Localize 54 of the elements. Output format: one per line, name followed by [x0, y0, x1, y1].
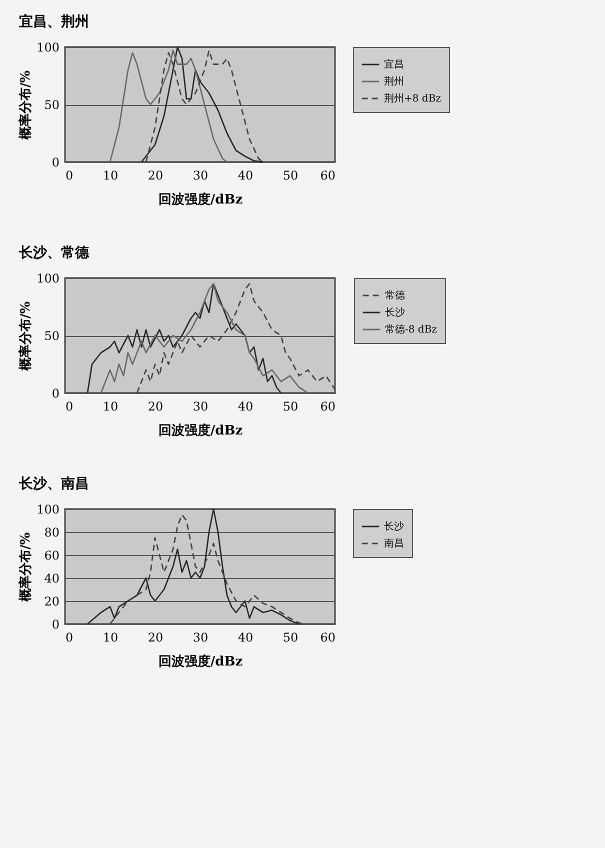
y-tick-label: 0 [52, 386, 60, 400]
chart-title: 长沙、南昌 [18, 476, 90, 492]
line-series [86, 508, 300, 625]
line-series [100, 283, 309, 394]
x-axis-title: 回波强度/dBz [158, 192, 243, 208]
chart-title: 长沙、常德 [18, 245, 90, 261]
x-tick-label: 10 [102, 168, 118, 182]
legend-label: 常德-8 dBz [385, 324, 437, 336]
x-tick-label: 0 [66, 400, 74, 414]
x-tick-label: 50 [282, 168, 298, 182]
x-tick-label: 40 [238, 400, 254, 414]
y-tick-label: 100 [36, 272, 60, 286]
y-tick-label: 100 [36, 502, 60, 516]
x-axis-title: 回波强度/dBz [158, 422, 243, 438]
y-tick-label: 0 [52, 618, 60, 632]
legend-label: 宜昌 [384, 58, 404, 70]
x-tick-label: 30 [192, 168, 208, 182]
legend-label: 长沙 [385, 306, 405, 318]
y-tick-label: 80 [44, 526, 60, 540]
x-tick-label: 10 [102, 400, 118, 414]
y-axis-title: 概率分布/% [18, 300, 34, 372]
x-tick-label: 0 [66, 630, 74, 644]
x-tick-label: 40 [238, 168, 254, 182]
chart-title: 宜昌、荆州 [19, 13, 90, 30]
x-tick-label: 50 [282, 630, 298, 644]
x-tick-label: 60 [320, 168, 336, 182]
y-tick-label: 60 [44, 548, 60, 562]
legend-label: 常德 [385, 290, 405, 302]
line-series [86, 283, 282, 394]
line-series [109, 50, 228, 163]
x-tick-label: 60 [320, 630, 336, 644]
x-tick-label: 0 [66, 168, 74, 182]
x-tick-label: 30 [192, 630, 208, 644]
y-axis-title: 概率分布/% [18, 532, 34, 603]
x-tick-label: 30 [192, 400, 208, 414]
y-tick-label: 20 [44, 594, 60, 608]
y-tick-label: 40 [44, 572, 60, 586]
y-tick-label: 100 [36, 40, 60, 54]
y-tick-label: 0 [52, 156, 60, 170]
x-tick-label: 50 [282, 400, 298, 414]
legend-label: 荆州 [384, 76, 404, 88]
x-tick-label: 20 [148, 630, 164, 644]
x-axis-title: 回波强度/dBz [158, 654, 243, 670]
legend-label: 南昌 [384, 538, 404, 550]
x-tick-label: 20 [148, 400, 164, 414]
x-tick-label: 20 [148, 168, 164, 182]
y-tick-label: 50 [44, 329, 60, 343]
x-tick-label: 60 [320, 400, 336, 414]
legend-label: 荆州+8 dBz [384, 92, 441, 104]
x-tick-label: 10 [102, 630, 118, 644]
x-tick-label: 40 [238, 630, 254, 644]
y-axis-title: 概率分布/% [18, 70, 34, 141]
y-tick-label: 50 [44, 98, 60, 112]
legend-label: 长沙 [384, 520, 404, 532]
